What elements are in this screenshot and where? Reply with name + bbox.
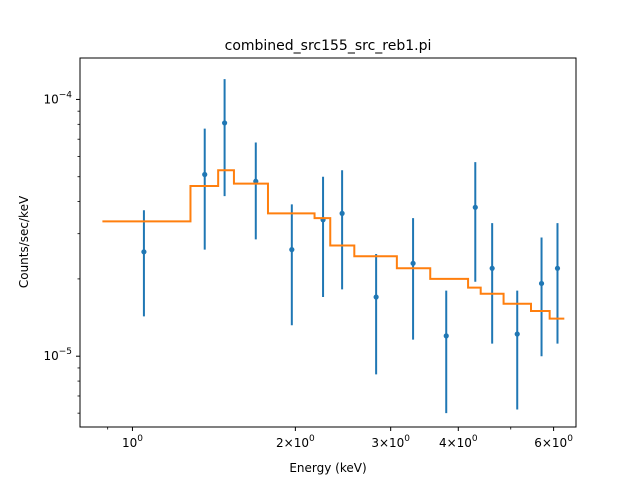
data-point bbox=[538, 280, 545, 287]
y-axis-label: Counts/sec/keV bbox=[17, 195, 31, 288]
model-step-line bbox=[102, 169, 565, 320]
x-axis-label: Energy (keV) bbox=[289, 461, 366, 475]
data-point bbox=[141, 249, 147, 255]
x-tick-label: 100 bbox=[122, 434, 143, 450]
y-tick-label: 10−5 bbox=[43, 347, 72, 363]
y-tick-label: 10−4 bbox=[43, 90, 72, 106]
axis-layer: 100 2×100 3×100 4×100 6×100 10−5 10−4 bbox=[43, 90, 573, 450]
data-point bbox=[289, 247, 295, 253]
data-point bbox=[373, 294, 379, 300]
plot-layer bbox=[102, 79, 565, 414]
plot-frame bbox=[79, 57, 577, 428]
x-tick-label: 4×100 bbox=[439, 434, 478, 450]
data-point bbox=[221, 120, 228, 126]
x-tick-label: 2×100 bbox=[276, 434, 315, 450]
chart-title: combined_src155_src_reb1.pi bbox=[225, 38, 432, 54]
data-point bbox=[202, 171, 208, 178]
x-tick-label: 3×100 bbox=[371, 434, 410, 450]
data-point bbox=[554, 265, 561, 271]
data-point bbox=[472, 204, 478, 210]
data-point bbox=[443, 333, 449, 339]
data-point bbox=[410, 260, 416, 266]
x-tick-label: 6×100 bbox=[534, 434, 573, 450]
data-point bbox=[489, 265, 495, 271]
data-point bbox=[514, 331, 520, 337]
data-point bbox=[339, 210, 345, 216]
data-point bbox=[253, 178, 259, 184]
